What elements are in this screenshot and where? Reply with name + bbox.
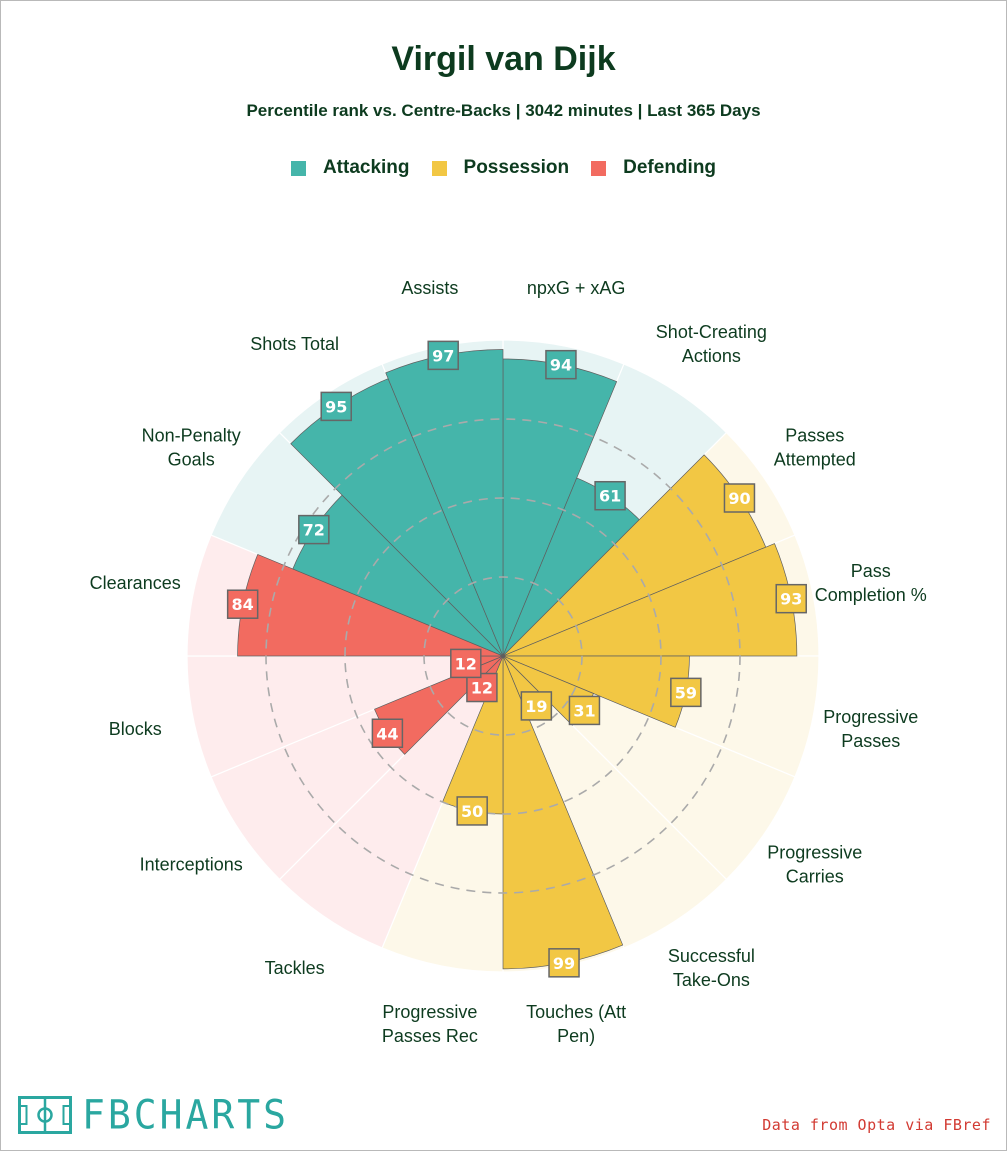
category-label-pass-completion: Pass Completion % (815, 561, 927, 605)
category-label-successful-take-ons: Successful Take-Ons (668, 946, 755, 990)
category-label-progressive-passes-rec: Progressive Passes Rec (382, 1002, 478, 1046)
value-box-shots-total (320, 391, 352, 422)
fbcharts-logo: FBCHARTS (18, 1091, 290, 1139)
category-label-assists: Assists (401, 278, 458, 298)
value-label-tackles: 12 (471, 679, 493, 698)
category-label-blocks: Blocks (109, 719, 162, 739)
legend-swatch-attacking (290, 160, 306, 176)
value-label-shot-creating-actions: 61 (599, 487, 621, 506)
value-box-assists (427, 340, 459, 371)
background-wedge-tackles (278, 655, 504, 949)
value-label-pass-completion: 93 (780, 590, 802, 609)
gridline-75 (265, 418, 741, 894)
chart-subtitle: Percentile rank vs. Centre-Backs | 3042 … (246, 101, 761, 120)
value-box-progressive-carries (568, 695, 601, 726)
value-box-shot-creating-actions (594, 480, 626, 511)
category-label-progressive-carries: Progressive Carries (767, 842, 862, 886)
value-box-touches-att-pen (548, 948, 580, 978)
value-label-npxg-xag: 94 (550, 356, 572, 375)
value-label-non-penalty-goals: 72 (303, 521, 325, 540)
value-box-interceptions (371, 718, 404, 748)
value-label-interceptions: 44 (376, 724, 398, 743)
value-label-shots-total: 95 (325, 397, 347, 416)
value-box-passes-attempted (723, 483, 756, 513)
legend-item-defending: Defending (591, 157, 716, 179)
background-wedge-blocks (186, 655, 504, 778)
value-label-progressive-passes-rec: 50 (461, 802, 483, 821)
category-label-passes-attempted: Passes Attempted (774, 426, 856, 470)
value-box-pass-completion (775, 583, 807, 614)
value-label-blocks: 12 (455, 654, 477, 673)
category-label-shot-creating-actions: Shot-Creating Actions (656, 322, 767, 366)
category-label-npxg-xag: npxG + xAG (527, 278, 626, 298)
category-label-interceptions: Interceptions (140, 854, 243, 874)
value-box-non-penalty-goals (298, 514, 330, 545)
legend-label-defending: Defending (623, 157, 717, 178)
pitch-icon (18, 1096, 72, 1134)
value-label-clearances: 84 (232, 595, 254, 614)
value-label-progressive-carries: 31 (573, 701, 595, 720)
legend-swatch-possession (431, 160, 447, 176)
legend-item-attacking: Attacking (290, 157, 410, 179)
category-label-tackles: Tackles (265, 958, 325, 978)
value-label-assists: 97 (432, 346, 454, 365)
value-box-progressive-passes-rec (456, 796, 488, 826)
legend-swatch-defending (591, 160, 607, 176)
category-label-clearances: Clearances (90, 573, 181, 593)
value-box-tackles (466, 672, 498, 703)
category-label-shots-total: Shots Total (250, 334, 339, 354)
value-label-successful-take-ons: 19 (525, 697, 547, 716)
data-credit: Data from Opta via FBref (762, 1116, 991, 1134)
value-box-successful-take-ons (520, 691, 553, 721)
chart-title: Virgil van Dijk (391, 40, 616, 78)
category-label-touches-att-pen: Touches (Att Pen) (526, 1002, 626, 1046)
value-label-passes-attempted: 90 (728, 489, 750, 508)
value-box-blocks (450, 648, 482, 679)
background-wedge-successful-take-ons (502, 655, 728, 949)
category-label-progressive-passes: Progressive Passes (823, 707, 918, 751)
legend-item-possession: Possession (431, 157, 570, 179)
legend-label-attacking: Attacking (322, 157, 410, 178)
value-label-progressive-passes: 59 (675, 683, 697, 702)
legend: Attacking Possession Defending (0, 157, 1007, 179)
value-box-progressive-passes (670, 677, 702, 708)
value-box-npxg-xag (545, 349, 577, 380)
gridline-25 (423, 576, 583, 736)
value-box-clearances (226, 589, 259, 619)
gridline-50 (344, 497, 662, 815)
legend-label-possession: Possession (463, 157, 570, 178)
logo-text: FBCHARTS (82, 1091, 290, 1139)
value-label-touches-att-pen: 99 (553, 954, 575, 973)
category-label-non-penalty-goals: Non-Penalty Goals (142, 426, 241, 470)
